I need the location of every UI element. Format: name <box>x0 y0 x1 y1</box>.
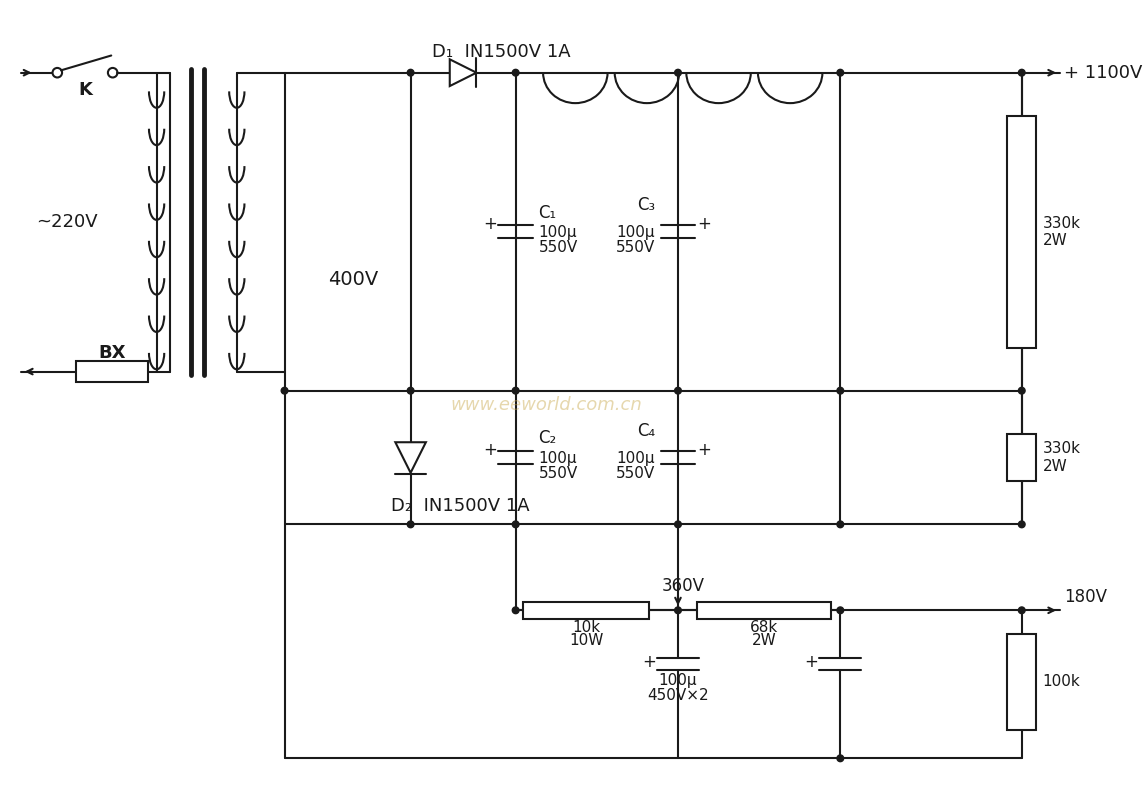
FancyBboxPatch shape <box>1008 116 1036 347</box>
Text: 100μ: 100μ <box>616 451 655 466</box>
Circle shape <box>837 755 844 761</box>
Text: +: + <box>642 653 656 671</box>
Text: 100k: 100k <box>1043 675 1081 689</box>
Text: 400V: 400V <box>329 270 379 289</box>
Circle shape <box>1018 607 1025 614</box>
Text: D₁  IN1500V 1A: D₁ IN1500V 1A <box>432 43 570 61</box>
Text: ~220V: ~220V <box>37 213 98 231</box>
Text: +: + <box>483 215 497 233</box>
Circle shape <box>1018 521 1025 527</box>
FancyBboxPatch shape <box>1008 634 1036 730</box>
Text: +: + <box>483 441 497 459</box>
Text: 550V: 550V <box>538 241 578 255</box>
Text: 2W: 2W <box>1043 458 1067 474</box>
Circle shape <box>512 70 519 76</box>
Text: C₁: C₁ <box>538 203 556 222</box>
FancyBboxPatch shape <box>523 602 649 619</box>
Text: +: + <box>805 653 819 671</box>
Text: + 1100V: + 1100V <box>1064 64 1142 82</box>
Circle shape <box>674 70 681 76</box>
Text: 100μ: 100μ <box>616 225 655 240</box>
Text: 100μ: 100μ <box>538 451 577 466</box>
Circle shape <box>674 521 681 527</box>
Text: C₂: C₂ <box>538 429 556 447</box>
Text: 360V: 360V <box>662 577 704 595</box>
Text: +: + <box>697 215 711 233</box>
Text: 10k: 10k <box>572 620 600 635</box>
Text: 550V: 550V <box>616 467 655 481</box>
Circle shape <box>512 521 519 527</box>
FancyBboxPatch shape <box>1008 433 1036 481</box>
Text: 100μ: 100μ <box>538 225 577 240</box>
Circle shape <box>408 70 414 76</box>
Text: K: K <box>78 81 92 99</box>
Circle shape <box>837 521 844 527</box>
Text: C₄: C₄ <box>637 422 655 440</box>
Text: D₂  IN1500V 1A: D₂ IN1500V 1A <box>390 497 529 515</box>
Text: 68k: 68k <box>750 620 779 635</box>
Text: 330k: 330k <box>1043 215 1081 231</box>
Circle shape <box>408 521 414 527</box>
Text: 550V: 550V <box>616 241 655 255</box>
Circle shape <box>1018 387 1025 394</box>
Circle shape <box>512 387 519 394</box>
Circle shape <box>837 607 844 614</box>
Circle shape <box>837 70 844 76</box>
Circle shape <box>512 607 519 614</box>
Text: 180V: 180V <box>1064 588 1107 606</box>
Text: 450V×2: 450V×2 <box>647 688 709 703</box>
Text: +: + <box>697 441 711 459</box>
Polygon shape <box>395 442 426 473</box>
Circle shape <box>1018 70 1025 76</box>
Circle shape <box>674 387 681 394</box>
Text: 2W: 2W <box>751 633 776 648</box>
Circle shape <box>282 387 287 394</box>
Circle shape <box>408 387 414 394</box>
Text: 550V: 550V <box>538 467 578 481</box>
FancyBboxPatch shape <box>697 602 831 619</box>
Polygon shape <box>450 59 476 86</box>
Text: BX: BX <box>98 344 126 362</box>
Text: 2W: 2W <box>1043 232 1067 248</box>
Text: 10W: 10W <box>569 633 603 648</box>
Text: C₃: C₃ <box>637 196 655 214</box>
Text: www.eeworld.com.cn: www.eeworld.com.cn <box>450 396 642 414</box>
Circle shape <box>674 607 681 614</box>
Circle shape <box>837 387 844 394</box>
FancyBboxPatch shape <box>77 361 148 382</box>
Text: 330k: 330k <box>1043 441 1081 456</box>
Text: 100μ: 100μ <box>658 673 697 688</box>
